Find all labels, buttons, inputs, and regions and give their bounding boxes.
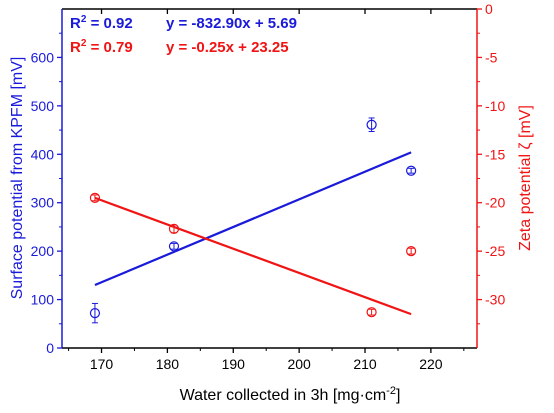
y-left-tick-label: 500 [31, 98, 55, 114]
fit-line-right [94, 196, 412, 316]
y-left-tick-label: 600 [31, 49, 55, 65]
y-left-tick-label: 300 [31, 195, 55, 211]
annotation-r2-right-prefix: R [70, 39, 81, 56]
data-point-left [366, 119, 377, 130]
data-point-right [366, 307, 377, 318]
data-point-left [168, 241, 180, 252]
x-axis-title-end: ] [396, 387, 400, 404]
y-left-tick-label: 0 [46, 340, 54, 356]
y-right-tick-label: -10 [485, 98, 505, 114]
x-axis-title-sup: -2 [386, 385, 396, 397]
y-right-tick-label: -15 [485, 146, 505, 162]
x-tick-label: 210 [353, 356, 377, 372]
y-left-tick-label: 200 [31, 243, 55, 259]
y-left-tick-label: 400 [31, 146, 55, 162]
annotation-r2-left-value: = 0.92 [86, 15, 132, 32]
y-right-tick-label: -30 [485, 292, 505, 308]
y-right-tick-label: -5 [485, 49, 498, 65]
data-point-right [406, 246, 417, 257]
data-point-right [89, 192, 101, 203]
x-tick-label: 170 [90, 356, 114, 372]
annotation-r2-left-prefix: R [70, 15, 81, 32]
y-right-tick-label: 0 [485, 1, 493, 17]
y-axis-left-title: Surface potential from KPFM [mV] [9, 57, 26, 300]
fit-line-left [94, 151, 412, 287]
y-axis-right-title: Zeta potential ζ [mV] [517, 105, 534, 251]
x-tick-label: 190 [222, 356, 246, 372]
data-point-right [168, 223, 180, 234]
annotation-r2-right-value: = 0.79 [86, 39, 132, 56]
annotation-r2-left-sup: 2 [81, 14, 87, 25]
x-tick-label: 180 [156, 356, 180, 372]
annotation-r2-right: R2 = 0.79 [70, 38, 133, 56]
x-tick-label: 200 [287, 356, 311, 372]
data-point-left [89, 308, 101, 319]
y-left-tick-label: 100 [31, 292, 55, 308]
annotation-r2-right-sup: 2 [81, 38, 87, 49]
annotation-r2-left: R2 = 0.92 [70, 14, 133, 32]
y-right-tick-label: -20 [485, 195, 505, 211]
y-right-tick-label: -25 [485, 243, 505, 259]
data-point-left [406, 165, 417, 176]
annotation-equation-right: y = -0.25x + 23.25 [166, 39, 289, 56]
x-tick-label: 220 [419, 356, 443, 372]
x-axis-title-text: Water collected in 3h [mg·cm [180, 387, 387, 404]
plot-area: 170 180 190 200 210 220 0 100 200 300 400 500 600 0 -5… [31, 1, 506, 372]
annotation-equation-left: y = -832.90x + 5.69 [166, 15, 297, 32]
x-axis-title: Water collected in 3h [mg·cm-2] [180, 385, 401, 404]
